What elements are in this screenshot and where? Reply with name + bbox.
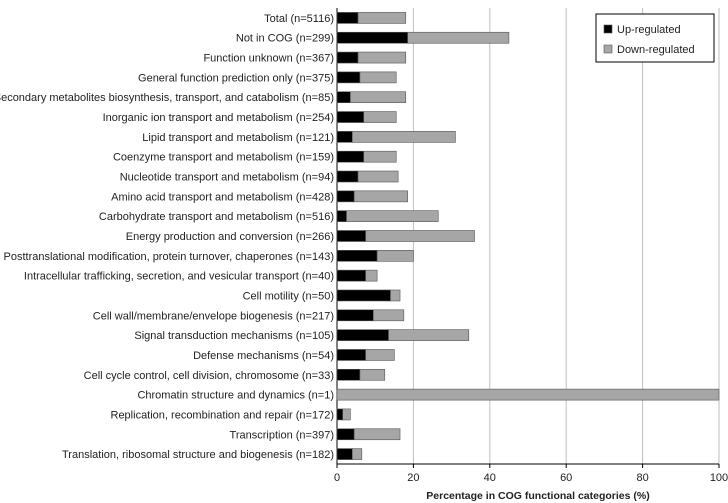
bar-down-8 [357, 170, 399, 183]
category-label: Amino acid transport and metabolism (n=4… [111, 191, 334, 203]
bar-down-1 [407, 31, 510, 44]
bar-up-22 [336, 448, 353, 460]
bar-up-12 [336, 250, 378, 262]
category-label: Nucleotide transport and metabolism (n=9… [120, 172, 334, 184]
category-label: Coenzyme transport and metabolism (n=159… [113, 152, 334, 164]
bar-up-1 [336, 31, 408, 44]
category-label: Energy production and conversion (n=266) [126, 231, 334, 243]
bar-down-4 [350, 91, 407, 104]
bar-up-18 [336, 368, 361, 381]
legend-swatch-up-regulated [603, 24, 613, 34]
bar-up-7 [336, 150, 365, 163]
bar-down-17 [365, 349, 395, 361]
legend-label-down-regulated: Down-regulated [617, 44, 695, 56]
x-tick-label: 0 [334, 472, 340, 484]
bar-down-12 [376, 250, 414, 262]
category-label: Lipid transport and metabolism (n=121) [142, 132, 334, 144]
bar-down-15 [372, 309, 405, 322]
x-axis: 0 20 40 60 80 100 [334, 463, 728, 484]
category-label: Chromatin structure and dynamics (n=1) [137, 390, 334, 402]
bar-down-13 [365, 269, 378, 282]
bar-up-13 [336, 269, 366, 282]
bar-down-5 [363, 111, 397, 123]
bar-down-18 [359, 368, 386, 381]
category-label: Total (n=5116) [264, 13, 334, 25]
legend-box [595, 13, 715, 63]
bar-down-19 [336, 388, 720, 401]
bar-up-20 [336, 408, 344, 421]
bar-down-20 [342, 408, 351, 421]
x-tick-label: 60 [560, 472, 572, 484]
bar-down-11 [365, 230, 475, 242]
bar-up-15 [336, 309, 374, 322]
bar-down-6 [351, 131, 456, 143]
bar-down-9 [353, 190, 408, 203]
bar-down-7 [363, 150, 397, 163]
bar-down-10 [346, 210, 439, 222]
legend-label-up-regulated: Up-regulated [617, 24, 681, 36]
bar-down-21 [353, 428, 401, 441]
bars [336, 12, 720, 460]
bar-up-6 [336, 131, 353, 143]
bar-up-21 [336, 428, 355, 441]
category-label: Cell wall/membrane/envelope biogenesis (… [93, 310, 334, 322]
category-label: Translation, ribosomal structure and bio… [62, 449, 334, 461]
bar-up-9 [336, 190, 355, 203]
bar-down-16 [388, 329, 470, 341]
bar-down-3 [359, 71, 397, 84]
bar-up-5 [336, 111, 365, 123]
category-label: Not in COG (n=299) [236, 33, 334, 45]
bar-up-14 [336, 289, 391, 302]
bar-up-2 [336, 51, 359, 64]
category-label: Transcription (n=397) [230, 429, 334, 441]
x-tick-label: 20 [407, 472, 419, 484]
bar-up-0 [336, 12, 359, 24]
bar-down-0 [357, 12, 407, 24]
category-labels: Total (n=5116) Not in COG (n=299) Function… [0, 13, 334, 461]
category-label: Cell cycle control, cell division, chrom… [84, 370, 334, 382]
bar-up-10 [336, 210, 347, 222]
x-axis-title: Percentage in COG functional categories … [426, 490, 649, 502]
category-label: Inorganic ion transport and metabolism (… [103, 112, 334, 124]
bar-down-22 [351, 448, 363, 460]
bar-up-16 [336, 329, 389, 341]
category-label: Secondary metabolites biosynthesis, tran… [0, 92, 334, 104]
category-label: Cell motility (n=50) [243, 290, 334, 302]
bar-up-11 [336, 230, 366, 242]
category-label: General function prediction only (n=375) [138, 72, 334, 84]
x-tick-label: 100 [710, 472, 728, 484]
legend-swatch-down-regulated [603, 44, 613, 54]
bar-up-8 [336, 170, 359, 183]
category-label: Defense mechanisms (n=54) [193, 350, 334, 362]
category-label: Posttranslational modification, protein … [4, 251, 335, 263]
bar-up-17 [336, 349, 366, 361]
x-tick-label: 80 [636, 472, 648, 484]
legend: Up-regulated Down-regulated [595, 13, 715, 63]
gridlines [412, 8, 720, 464]
category-label: Function unknown (n=367) [203, 53, 334, 65]
category-label: Signal transduction mechanisms (n=105) [134, 330, 334, 342]
bar-up-4 [336, 91, 351, 104]
x-tick-label: 40 [484, 472, 496, 484]
category-label: Carbohydrate transport and metabolism (n… [99, 211, 334, 223]
category-label: Replication, recombination and repair (n… [111, 409, 335, 421]
bar-down-2 [357, 51, 407, 64]
bar-up-3 [336, 71, 361, 84]
bar-down-14 [390, 289, 401, 302]
category-label: Intracellular trafficking, secretion, an… [24, 271, 334, 283]
